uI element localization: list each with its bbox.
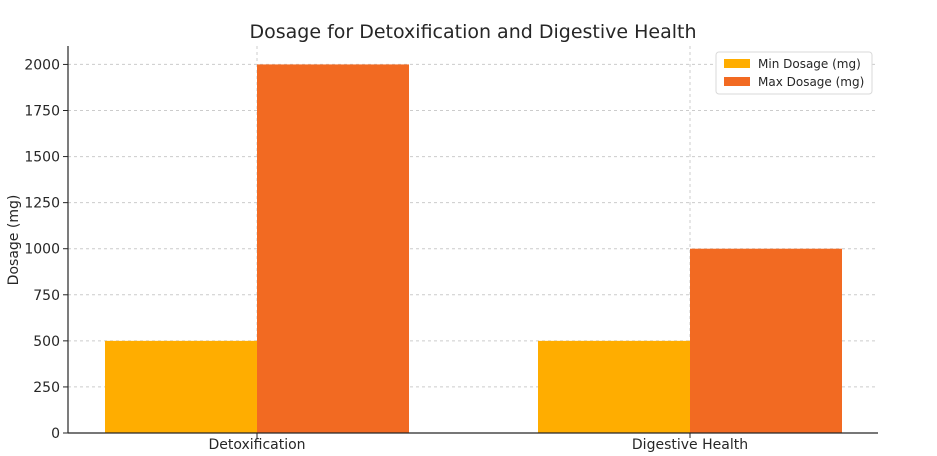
y-tick-label: 1500 — [24, 150, 60, 166]
legend: Min Dosage (mg) Max Dosage (mg) — [715, 51, 873, 95]
y-tick-label: 1000 — [24, 242, 60, 258]
y-tick-label: 1750 — [24, 104, 60, 120]
bar-max-1 — [257, 64, 409, 433]
legend-box — [715, 51, 873, 95]
chart-title: Dosage for Detoxification and Digestive … — [249, 21, 696, 43]
y-tick-label: 500 — [33, 334, 60, 350]
legend-label: Min Dosage (mg) — [758, 57, 861, 71]
x-tick-label: Detoxification — [208, 437, 305, 453]
y-axis-ticks: 0 250 500 750 1000 1250 1500 1750 2000 — [24, 57, 68, 442]
bar-max-2 — [690, 248, 842, 433]
legend-swatch — [724, 77, 750, 86]
y-tick-label: 0 — [51, 426, 60, 442]
y-tick-label: 750 — [33, 288, 60, 304]
bar-min-1 — [105, 340, 257, 433]
y-tick-label: 1250 — [24, 196, 60, 212]
legend-swatch — [724, 59, 750, 68]
legend-label: Max Dosage (mg) — [758, 75, 864, 89]
bars — [105, 64, 842, 433]
bar-min-2 — [538, 340, 690, 433]
y-tick-label: 250 — [33, 380, 60, 396]
y-tick-label: 2000 — [24, 57, 60, 73]
x-tick-label: Digestive Health — [632, 437, 748, 453]
y-axis-label: Dosage (mg) — [6, 195, 22, 286]
x-axis-ticks: Detoxification Digestive Health — [208, 433, 748, 453]
